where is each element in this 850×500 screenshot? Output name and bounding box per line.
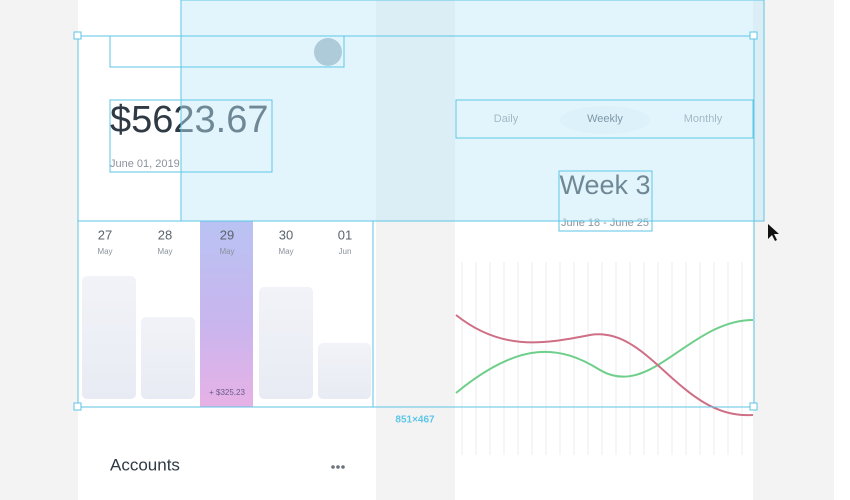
- cursor: [768, 224, 779, 241]
- line-red: [455, 314, 754, 417]
- day-number: 29: [220, 227, 234, 242]
- edge-panel: [834, 0, 850, 500]
- selection-size: 851×467: [395, 415, 435, 426]
- line-green: [455, 319, 754, 394]
- day-number: 01: [338, 227, 352, 242]
- day-month: Jun: [339, 247, 352, 256]
- right-panel: [455, 0, 753, 500]
- tab[interactable]: Daily: [494, 113, 519, 125]
- day-bar: [141, 317, 195, 399]
- day-month: May: [97, 247, 112, 256]
- more-icon[interactable]: [331, 465, 345, 469]
- week-range: June 18 - June 25: [561, 217, 649, 229]
- selection-handles: [73, 31, 758, 411]
- day-number: 28: [158, 227, 172, 242]
- day-month: May: [278, 247, 293, 256]
- day-bar: [259, 287, 313, 399]
- layer-overlay: [180, 0, 765, 222]
- tab[interactable]: Monthly: [684, 113, 723, 125]
- highlight-label: + $325.23: [209, 388, 245, 397]
- day-bar: [82, 276, 136, 399]
- balance-date: June 01, 2019: [110, 158, 180, 170]
- balance-amount: $5623.67: [110, 99, 269, 141]
- accounts-title: Accounts: [110, 455, 180, 474]
- day-bar: [318, 343, 371, 399]
- day-number: 27: [98, 227, 112, 242]
- day-month: May: [157, 247, 172, 256]
- tab[interactable]: Weekly: [587, 113, 623, 125]
- day-bar-selected[interactable]: [200, 221, 253, 407]
- day-month: May: [219, 247, 234, 256]
- avatar: [314, 38, 342, 66]
- day-number: 30: [279, 227, 293, 242]
- week-title: Week 3: [559, 170, 650, 200]
- selection-boxes: [77, 35, 755, 408]
- tab-highlight: [560, 106, 650, 134]
